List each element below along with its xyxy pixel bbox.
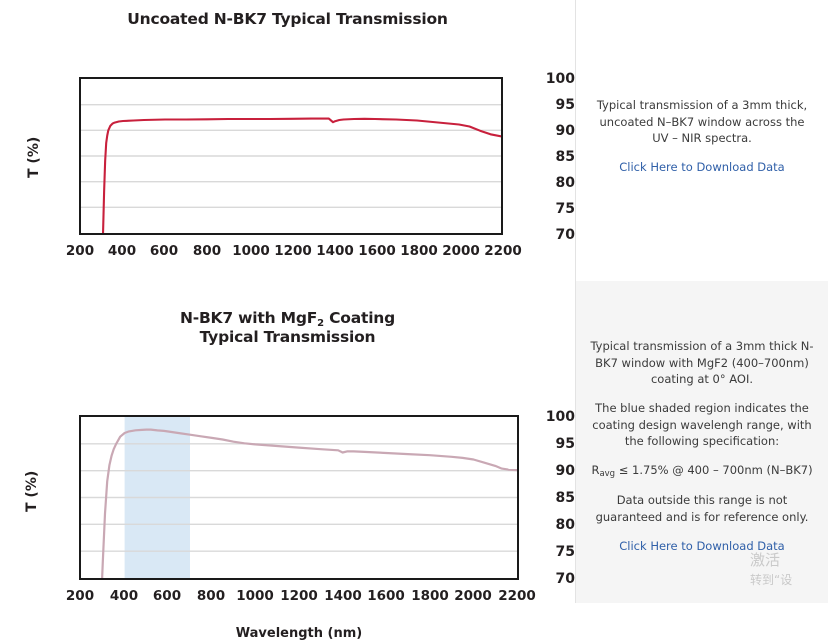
coated-title-part-b: Coating bbox=[323, 309, 396, 327]
uncoated-ytick-100: 100 bbox=[545, 71, 575, 88]
coated-ytick-95: 95 bbox=[555, 435, 575, 452]
uncoated-download-link[interactable]: Click Here to Download Data bbox=[619, 160, 785, 175]
uncoated-ytick-70: 70 bbox=[555, 227, 575, 244]
coated-x-axis-title: Wavelength (nm) bbox=[235, 625, 363, 641]
coated-xtick-1000: 1000 bbox=[236, 587, 274, 604]
uncoated-description-text: Typical transmission of a 3mm thick, unc… bbox=[596, 98, 808, 146]
spec-avg-subscript: avg bbox=[599, 469, 616, 480]
uncoated-transmission-curve bbox=[101, 117, 501, 234]
coated-description-1: Typical transmission of a 3mm thick N-BK… bbox=[590, 339, 814, 387]
uncoated-xtick-2000: 2000 bbox=[442, 243, 480, 260]
coated-xtick-2200: 2200 bbox=[498, 587, 536, 604]
coated-description-2: The blue shaded region indicates the coa… bbox=[592, 401, 812, 449]
coated-plot-area bbox=[79, 414, 519, 580]
coated-ytick-70: 70 bbox=[555, 570, 575, 587]
uncoated-xtick-600: 600 bbox=[149, 243, 179, 260]
uncoated-y-axis-title: T (%) bbox=[26, 137, 42, 179]
coated-download-link[interactable]: Click Here to Download Data bbox=[619, 538, 785, 553]
coated-title-subscript: 2 bbox=[317, 318, 324, 329]
uncoated-xtick-400: 400 bbox=[107, 243, 137, 260]
coated-description-panel: Typical transmission of a 3mm thick N-BK… bbox=[575, 281, 828, 603]
uncoated-plot-area bbox=[79, 77, 503, 236]
coated-chart-title-line1: N-BK7 with MgF2 Coating bbox=[179, 309, 396, 329]
uncoated-gridlines bbox=[81, 104, 501, 209]
uncoated-plot-svg bbox=[81, 104, 501, 234]
coated-xtick-2000: 2000 bbox=[454, 587, 492, 604]
coated-ytick-80: 80 bbox=[555, 516, 575, 533]
uncoated-ytick-85: 85 bbox=[555, 149, 575, 166]
coated-ytick-90: 90 bbox=[555, 462, 575, 479]
coated-description-3: Data outside this range is not guarantee… bbox=[595, 493, 809, 525]
panel-top: Uncoated N-BK7 Typical Transmission T (%… bbox=[0, 0, 828, 295]
coated-gridlines bbox=[81, 442, 517, 552]
uncoated-xtick-1000: 1000 bbox=[232, 243, 270, 260]
coated-xtick-1600: 1600 bbox=[367, 587, 405, 604]
coated-ytick-85: 85 bbox=[555, 489, 575, 506]
panel-bottom: N-BK7 with MgF2 Coating Typical Transmis… bbox=[0, 281, 828, 641]
spec-value: ≤ 1.75% @ 400 – 700nm (N–BK7) bbox=[615, 463, 813, 478]
coated-chart-title: N-BK7 with MgF2 Coating Typical Transmis… bbox=[0, 282, 575, 347]
coated-ytick-75: 75 bbox=[555, 543, 575, 560]
uncoated-xtick-1400: 1400 bbox=[316, 243, 354, 260]
uncoated-ytick-95: 95 bbox=[555, 97, 575, 114]
coated-plot-svg bbox=[81, 416, 517, 578]
coated-xtick-800: 800 bbox=[196, 587, 226, 604]
uncoated-ytick-80: 80 bbox=[555, 175, 575, 192]
uncoated-description-panel: Typical transmission of a 3mm thick, unc… bbox=[575, 0, 828, 281]
uncoated-chart-panel: Uncoated N-BK7 Typical Transmission T (%… bbox=[0, 0, 575, 295]
spec-r-symbol: R bbox=[591, 463, 600, 478]
coated-xtick-400: 400 bbox=[109, 587, 139, 604]
coated-chart-title-line2: Typical Transmission bbox=[199, 328, 376, 347]
uncoated-xtick-2200: 2200 bbox=[484, 243, 522, 260]
coated-ytick-100: 100 bbox=[545, 408, 575, 425]
coated-xtick-600: 600 bbox=[152, 587, 182, 604]
coated-y-axis-title: T (%) bbox=[24, 470, 40, 512]
uncoated-xtick-1200: 1200 bbox=[274, 243, 312, 260]
coated-xtick-1200: 1200 bbox=[280, 587, 318, 604]
coated-xtick-1400: 1400 bbox=[324, 587, 362, 604]
coated-xtick-1800: 1800 bbox=[411, 587, 449, 604]
uncoated-xtick-200: 200 bbox=[65, 243, 95, 260]
coated-spec-line: Ravg ≤ 1.75% @ 400 – 700nm (N–BK7) bbox=[586, 462, 818, 480]
uncoated-xtick-800: 800 bbox=[192, 243, 222, 260]
uncoated-ytick-75: 75 bbox=[555, 201, 575, 218]
coated-title-part-a: N-BK7 with MgF bbox=[179, 309, 318, 327]
uncoated-xtick-1600: 1600 bbox=[358, 243, 396, 260]
coated-chart-panel: N-BK7 with MgF2 Coating Typical Transmis… bbox=[0, 281, 575, 641]
coated-transmission-curve bbox=[101, 428, 517, 578]
uncoated-chart-title: Uncoated N-BK7 Typical Transmission bbox=[127, 10, 448, 28]
uncoated-xtick-1800: 1800 bbox=[400, 243, 438, 260]
coated-xtick-200: 200 bbox=[65, 587, 95, 604]
uncoated-ytick-90: 90 bbox=[555, 123, 575, 140]
